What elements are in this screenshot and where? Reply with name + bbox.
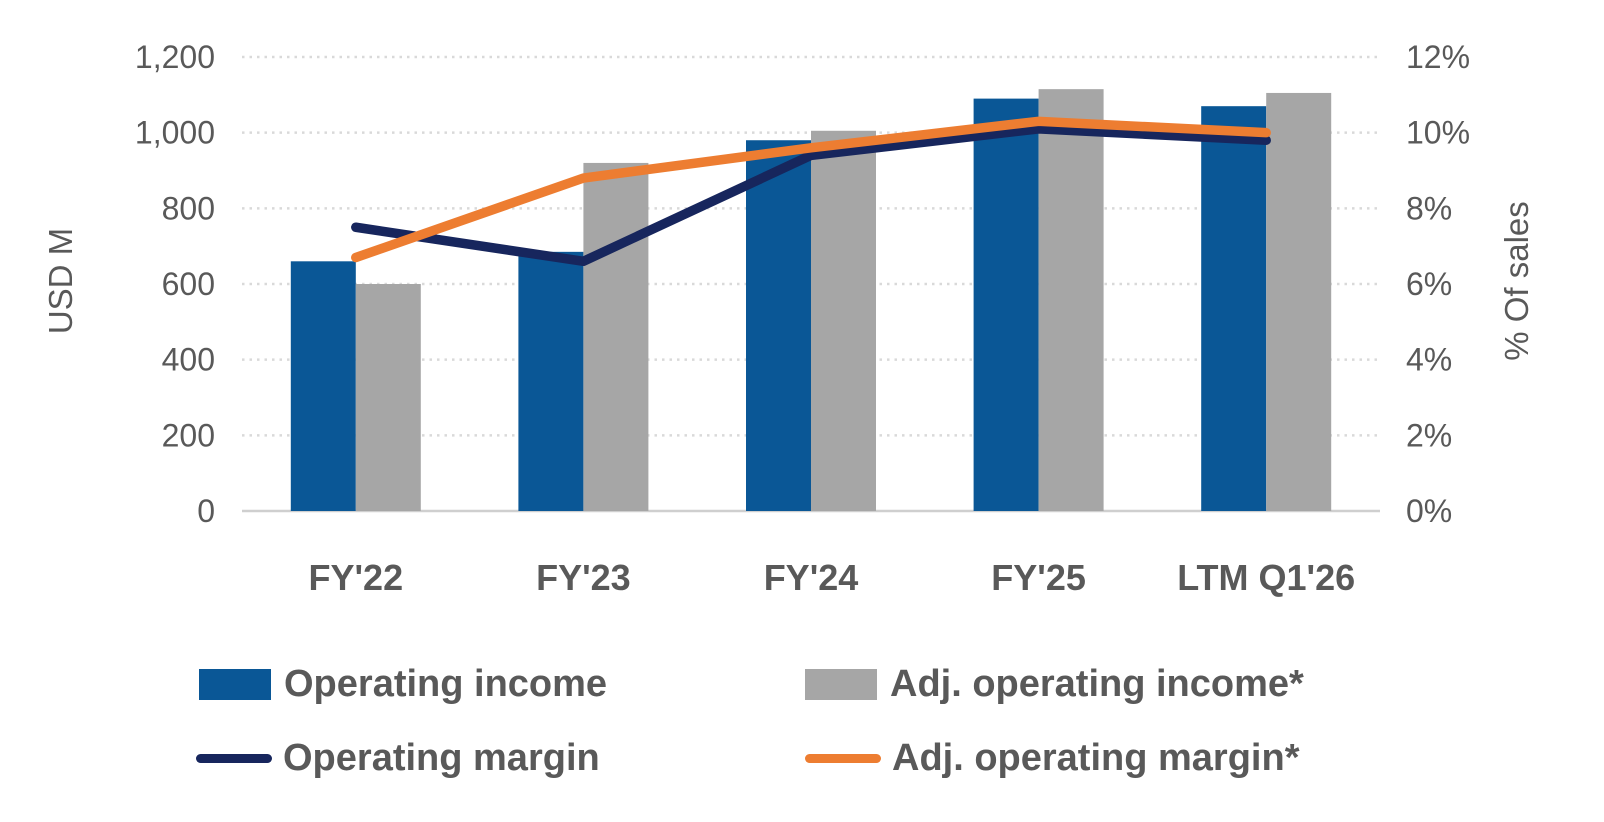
right-axis-tick-label: 12% xyxy=(1406,39,1470,75)
operating-margin-swatch xyxy=(196,754,272,763)
adj-operating-income-swatch xyxy=(805,669,877,700)
bar-adj-operating-income xyxy=(1266,92,1332,512)
bar-operating-income xyxy=(290,261,356,511)
adj-operating-margin-swatch xyxy=(805,754,881,763)
left-axis-tick-label: 0 xyxy=(197,493,215,529)
left-axis-tick-label: 400 xyxy=(162,342,215,378)
x-axis-category-label: FY'24 xyxy=(764,557,859,598)
bar-operating-income xyxy=(1201,106,1267,511)
legend-label-operating-income: Operating income xyxy=(284,663,608,705)
right-axis-tick-label: 10% xyxy=(1406,115,1470,151)
left-axis-title: USD M xyxy=(42,228,79,334)
left-axis-tick-label: 1,200 xyxy=(135,39,215,75)
legend-item-operating-margin: Operating margin xyxy=(196,737,600,780)
left-axis-tick-label: 1,000 xyxy=(135,115,215,151)
right-axis-tick-label: 0% xyxy=(1406,493,1452,529)
legend-item-operating-income: Operating income xyxy=(199,663,607,706)
left-axis-tick-label: 800 xyxy=(162,190,215,226)
x-axis-category-label: FY'25 xyxy=(991,557,1086,598)
x-axis-category-label: FY'23 xyxy=(536,557,631,598)
legend-label-adj-operating-margin: Adj. operating margin* xyxy=(892,737,1300,779)
combo-chart: 0 0% 200 2% 400 4% 600 6% 800 8% 1,000 10% 1,200 12% F… xyxy=(42,39,1535,598)
right-axis-tick-label: 4% xyxy=(1406,342,1452,378)
right-axis-title: % Of sales xyxy=(1498,201,1535,361)
legend-item-adj-operating-margin: Adj. operating margin* xyxy=(805,737,1299,780)
bar-operating-income xyxy=(746,140,811,511)
operating-income-swatch xyxy=(199,669,271,700)
right-axis-tick-label: 6% xyxy=(1406,266,1452,302)
legend-label-adj-operating-income: Adj. operating income* xyxy=(890,663,1304,705)
left-axis-tick-label: 200 xyxy=(162,417,215,453)
bar-adj-operating-income xyxy=(355,284,421,511)
bar-adj-operating-income xyxy=(811,130,876,511)
bar-operating-income xyxy=(518,251,584,511)
legend-item-adj-operating-income: Adj. operating income* xyxy=(805,663,1304,706)
bar-adj-operating-income xyxy=(583,162,649,511)
bar-operating-income xyxy=(973,98,1039,511)
right-axis-tick-label: 2% xyxy=(1406,417,1452,453)
right-axis-tick-label: 8% xyxy=(1406,190,1452,226)
bar-adj-operating-income xyxy=(1038,89,1104,512)
x-axis-category-label: FY'22 xyxy=(308,557,403,598)
left-axis-tick-label: 600 xyxy=(162,266,215,302)
legend-label-operating-margin: Operating margin xyxy=(283,737,600,779)
x-axis-category-label: LTM Q1'26 xyxy=(1177,557,1355,598)
line-operating-margin xyxy=(351,124,1271,267)
line-adj-operating-margin xyxy=(351,116,1271,263)
